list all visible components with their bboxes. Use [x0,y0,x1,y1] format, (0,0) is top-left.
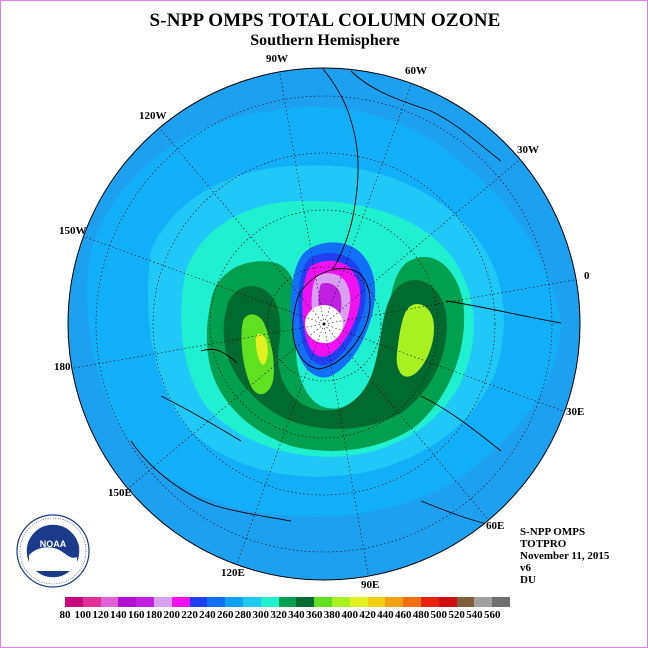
color-swatch [65,597,83,607]
color-tick-label: 360 [305,609,323,621]
lon-label-0: 0 [584,270,590,282]
color-tick-label: 540 [466,609,483,621]
meridian-line [323,323,369,577]
lon-label-90w: 90W [266,53,288,65]
color-tick-label: 380 [323,609,341,621]
lon-label-120w: 120W [139,110,167,122]
meridian-line [323,323,565,412]
color-scale-ticks: 80 100 120 140 160 180 200 220 240 260 280 300 320 34… [55,609,595,623]
color-tick-label: 180 [145,609,163,621]
color-tick-label: 280 [234,609,252,621]
lon-label-150w: 150W [59,225,87,237]
color-swatch [331,597,350,607]
ozone-band-340 [223,280,447,429]
color-swatch [189,597,208,607]
color-swatch [118,597,137,607]
ozone-peak-left [255,333,268,365]
color-tick-label: 300 [252,609,270,621]
color-swatch [296,597,315,607]
map-border [67,67,581,581]
product-info: S-NPP OMPS TOTPRO November 11, 2015 v6 D… [520,526,609,586]
info-version: v6 [520,562,531,574]
color-tick-label: 340 [288,609,305,621]
lon-label-150e: 150E [108,487,132,499]
latitude-circles [95,95,553,553]
color-swatch [278,597,297,607]
color-swatch [420,597,439,607]
info-product: TOTPRO [520,538,567,550]
meridian-line [159,127,325,325]
color-swatch [171,597,190,607]
color-tick-label: 320 [270,609,287,621]
meridian-line [323,323,489,521]
map-title: S-NPP OMPS TOTAL COLUMN OZONE [149,10,501,31]
color-swatch [367,597,386,607]
color-tick-label: 100 [74,609,92,621]
color-swatch [385,597,404,607]
color-tick-label: 520 [448,609,465,621]
color-swatch [492,597,510,607]
meridian-line [323,83,412,325]
color-tick-label: 260 [216,609,234,621]
color-swatch [136,597,154,607]
color-tick-label: 220 [181,609,198,621]
lon-label-120e: 120E [221,567,245,579]
color-tick-label: 160 [127,609,145,621]
noaa-logo-text: NOAA [40,539,67,549]
info-instrument: S-NPP OMPS [520,526,586,538]
color-swatch [456,597,475,607]
color-scale-bar [65,597,510,607]
color-swatch [82,597,101,607]
ozone-field [68,68,580,580]
ozone-max-right [396,304,435,377]
color-swatch [225,597,243,607]
map-subtitle: Southern Hemisphere [250,32,400,49]
noaa-logo: NOAA [16,514,90,588]
color-tick-label: 140 [110,609,127,621]
longitude-labels: 90W 60W 30W 0 30E 60E 90E 120E 150E 180 … [54,53,590,591]
color-tick-label: 200 [163,609,181,621]
color-tick-label: 80 [59,609,71,621]
color-tick-label: 460 [394,609,412,621]
color-swatch [153,597,172,607]
lon-label-180: 180 [54,361,71,373]
color-tick-label: 400 [341,609,359,621]
meridian-line [127,323,325,489]
meridian-line [83,236,325,325]
color-tick-label: 420 [359,609,376,621]
lon-label-30e: 30E [566,406,584,418]
color-swatch [100,597,119,607]
color-tick-label: 480 [412,609,430,621]
color-tick-label: 440 [377,609,394,621]
color-tick-label: 500 [430,609,448,621]
color-tick-label: 240 [199,609,216,621]
lon-label-90e: 90E [361,579,379,591]
color-swatch [260,597,279,607]
meridian-lines [71,71,577,577]
meridian-line [236,323,325,565]
lon-label-60e: 60E [486,520,504,532]
meridian-line [323,159,521,325]
meridian-line [71,323,325,369]
color-swatch [438,597,457,607]
color-swatch [403,597,421,607]
color-swatch [474,597,493,607]
color-swatch [242,597,261,607]
color-tick-label: 120 [92,609,109,621]
color-swatch [207,597,226,607]
info-date: November 11, 2015 [520,550,610,562]
meridian-line [279,71,325,325]
color-swatch [349,597,368,607]
color-tick-label: 560 [483,609,501,621]
color-swatch [314,597,332,607]
meridian-line [323,279,577,325]
lon-label-60w: 60W [405,65,427,77]
lon-label-30w: 30W [517,144,539,156]
info-units: DU [520,574,536,586]
